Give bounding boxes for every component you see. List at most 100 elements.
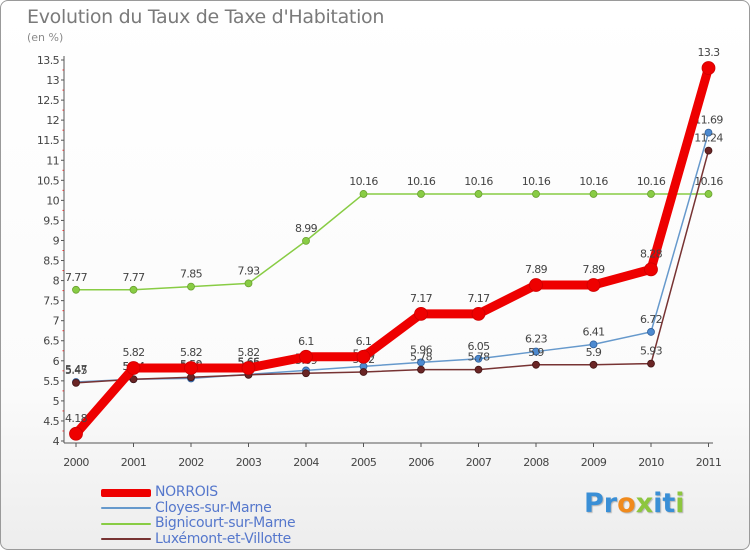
y-tick-label: 10.5 (37, 174, 60, 187)
data-label-bignicourt-sur-marne: 10.16 (407, 175, 436, 188)
x-tick-label: 2010 (638, 456, 664, 469)
series-line-norrois (71, 63, 713, 439)
logo-letter: o (617, 488, 636, 519)
data-point-luxemont-et-villotte (704, 146, 713, 155)
x-tick-label: 2011 (696, 456, 722, 469)
y-tick-label: 12 (46, 114, 59, 127)
data-label-norrois: 13.3 (697, 46, 720, 59)
data-label-norrois: 7.17 (410, 292, 433, 305)
data-point-bignicourt-sur-marne (129, 285, 138, 294)
data-label-luxemont-et-villotte: 5.78 (467, 351, 490, 364)
data-label-cloyes-sur-marne: 6.23 (525, 333, 548, 346)
data-point-luxemont-et-villotte (302, 369, 310, 378)
chart-subtitle: (en %) (27, 31, 64, 44)
data-label-cloyes-sur-marne: 6.05 (467, 340, 490, 353)
x-tick-label: 2000 (63, 456, 89, 469)
data-point-luxemont-et-villotte (647, 359, 655, 368)
y-tick-label: 8 (53, 275, 60, 288)
data-label-luxemont-et-villotte: 5.78 (410, 351, 433, 364)
data-label-norrois: 5.82 (122, 346, 144, 359)
data-label-luxemont-et-villotte: 5.9 (586, 346, 602, 359)
data-label-cloyes-sur-marne: 6.72 (640, 313, 662, 326)
data-label-bignicourt-sur-marne: 10.16 (349, 175, 378, 188)
legend-swatch (101, 507, 151, 510)
legend-swatch (101, 538, 151, 541)
data-label-luxemont-et-villotte: 5.9 (528, 346, 544, 359)
logo-letter: i (675, 488, 685, 519)
data-point-luxemont-et-villotte (129, 375, 138, 384)
y-tick-label: 4 (53, 435, 60, 448)
data-point-cloyes-sur-marne (589, 340, 598, 349)
data-point-bignicourt-sur-marne (187, 282, 195, 291)
data-label-luxemont-et-villotte: 5.93 (640, 345, 663, 358)
logo-letter: r (603, 488, 618, 519)
x-tick-label: 2009 (581, 456, 607, 469)
data-point-bignicourt-sur-marne (417, 190, 425, 198)
data-label-norrois: 8.28 (640, 247, 663, 260)
data-label-bignicourt-sur-marne: 10.16 (637, 175, 666, 188)
data-point-norrois (529, 278, 543, 292)
proxiti-logo: Proxiti (584, 488, 685, 519)
y-tick-label: 13.5 (37, 54, 60, 67)
legend-label: NORROIS (155, 484, 218, 500)
data-label-cloyes-sur-marne: 5.47 (65, 363, 88, 376)
y-tick-label: 5 (53, 395, 60, 408)
data-label-norrois: 6.1 (356, 335, 372, 348)
data-point-norrois (299, 349, 313, 364)
data-label-bignicourt-sur-marne: 7.77 (122, 271, 145, 284)
y-tick-label: 13 (46, 74, 59, 87)
data-point-norrois (126, 361, 141, 375)
logo-letter: P (584, 488, 604, 519)
data-label-bignicourt-sur-marne: 7.77 (65, 271, 88, 284)
data-label-norrois: 5.82 (237, 346, 259, 359)
x-tick-label: 2007 (466, 456, 492, 469)
data-point-cloyes-sur-marne (647, 328, 655, 336)
legend-label: Luxémont-et-Villotte (155, 530, 291, 547)
data-point-cloyes-sur-marne (532, 347, 540, 356)
y-tick-label: 7.5 (43, 295, 59, 308)
data-label-bignicourt-sur-marne: 10.16 (522, 175, 551, 188)
data-label-bignicourt-sur-marne: 8.99 (295, 222, 318, 235)
data-point-luxemont-et-villotte (417, 365, 425, 374)
data-point-norrois (241, 361, 256, 375)
logo-letter: i (653, 488, 663, 519)
data-label-luxemont-et-villotte: 11.24 (694, 132, 723, 145)
data-label-cloyes-sur-marne: 5.96 (410, 343, 433, 356)
data-point-bignicourt-sur-marne (244, 279, 253, 288)
data-point-bignicourt-sur-marne (647, 190, 655, 198)
logo-letter: x (635, 488, 654, 519)
data-point-norrois (184, 361, 198, 375)
data-point-luxemont-et-villotte (359, 368, 368, 376)
data-point-bignicourt-sur-marne (302, 236, 310, 245)
x-tick-label: 2005 (351, 456, 377, 469)
y-tick-label: 11 (46, 154, 59, 167)
data-point-luxemont-et-villotte (474, 365, 483, 374)
data-point-cloyes-sur-marne (474, 354, 483, 363)
data-point-norrois (644, 262, 658, 277)
data-label-luxemont-et-villotte: 5.45 (65, 364, 88, 377)
data-point-norrois (356, 349, 371, 364)
y-tick-label: 6.5 (43, 335, 59, 348)
data-label-norrois: 6.1 (298, 335, 314, 348)
x-tick-label: 2006 (408, 456, 434, 469)
y-tick-label: 11.5 (37, 134, 60, 147)
data-point-bignicourt-sur-marne (359, 190, 368, 198)
series-line-bignicourt-sur-marne (75, 193, 710, 291)
y-tick-label: 7 (53, 315, 60, 328)
legend-swatch (101, 488, 151, 497)
legend-swatch (101, 522, 151, 525)
x-tick-label: 2002 (178, 456, 204, 469)
data-label-cloyes-sur-marne: 11.69 (694, 114, 723, 127)
data-point-cloyes-sur-marne (704, 128, 713, 137)
y-tick-label: 4.5 (43, 415, 59, 428)
data-label-norrois: 7.89 (525, 263, 548, 276)
data-point-bignicourt-sur-marne (704, 190, 713, 198)
legend-label: Cloyes-sur-Marne (155, 499, 272, 516)
legend-label: Bignicourt-sur-Marne (155, 515, 296, 531)
data-point-bignicourt-sur-marne (532, 190, 540, 198)
y-tick-label: 5.5 (43, 375, 59, 388)
chart-title: Evolution du Taux de Taxe d'Habitation (27, 6, 385, 28)
data-label-norrois: 7.17 (467, 292, 490, 305)
data-label-norrois: 4.18 (65, 412, 88, 425)
data-point-luxemont-et-villotte (532, 360, 540, 369)
